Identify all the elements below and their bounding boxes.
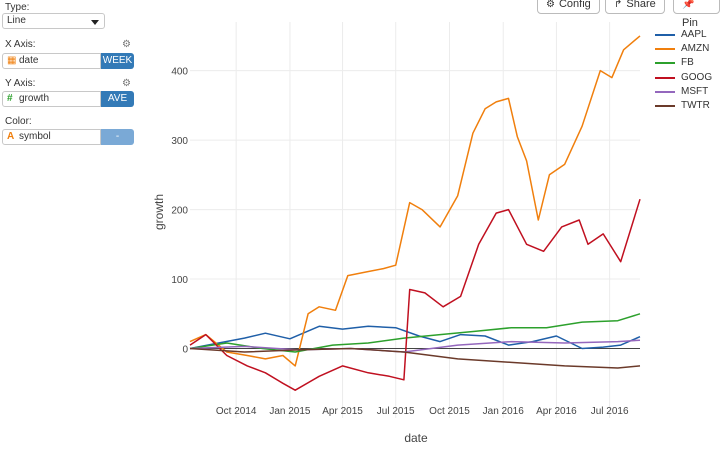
x-tick-label: Apr 2015 xyxy=(322,406,363,417)
config-label: Config xyxy=(558,0,591,10)
grid xyxy=(190,22,640,418)
x-tick-label: Apr 2016 xyxy=(536,406,577,417)
pin-label: Pin xyxy=(682,17,698,29)
series-line-fb xyxy=(189,313,641,353)
pin-icon: 📌 xyxy=(682,0,695,10)
legend-label: AMZN xyxy=(681,43,710,55)
series-line-msft xyxy=(189,339,641,353)
y-tick-label: 100 xyxy=(171,275,188,286)
legend-swatch xyxy=(655,90,675,93)
gear-icon[interactable]: ⚙ xyxy=(122,39,131,50)
config-button[interactable]: ⚙ Config xyxy=(537,0,600,14)
color-agg-button[interactable]: - xyxy=(101,129,134,145)
calendar-icon: ▦ xyxy=(7,55,17,66)
x-tick-label: Jan 2015 xyxy=(269,406,311,417)
text-type-icon: A xyxy=(7,131,15,142)
y-axis-title: growth xyxy=(152,194,166,230)
xaxis-field-value: date xyxy=(19,55,39,66)
color-field-value: symbol xyxy=(19,131,51,142)
y-tick-label: 200 xyxy=(171,206,188,217)
yaxis-field-value: growth xyxy=(19,93,50,104)
legend-label: GOOG xyxy=(681,71,713,83)
type-value: Line xyxy=(7,15,26,26)
series-line-amzn xyxy=(189,35,641,367)
series-line-goog xyxy=(189,198,641,391)
series-line-aapl xyxy=(189,325,641,350)
xaxis-agg-button[interactable]: WEEK xyxy=(101,53,134,69)
yaxis-agg-button[interactable]: AVE xyxy=(101,91,134,107)
series-line-twtr xyxy=(189,347,641,369)
legend-swatch xyxy=(655,34,675,36)
share-label: Share xyxy=(626,0,656,10)
x-axis-title: date xyxy=(404,431,428,445)
hash-icon: # xyxy=(7,93,13,104)
x-tick-label: Oct 2015 xyxy=(429,406,470,417)
share-button[interactable]: ↱ Share xyxy=(605,0,665,14)
gear-icon[interactable]: ⚙ xyxy=(122,78,131,89)
color-field[interactable]: A symbol xyxy=(2,129,101,145)
type-dropdown[interactable]: Line xyxy=(2,13,105,29)
x-tick-label: Oct 2014 xyxy=(216,406,257,417)
series-lines xyxy=(189,35,641,391)
x-tick-label: Jul 2016 xyxy=(591,406,629,417)
x-tick-label: Jul 2015 xyxy=(377,406,415,417)
legend-label: TWTR xyxy=(681,99,710,111)
legend-swatch xyxy=(655,76,675,79)
legend-label: FB xyxy=(681,57,694,69)
type-label: Type: xyxy=(5,2,30,13)
pin-button[interactable]: 📌 Pin xyxy=(673,0,720,29)
legend-swatch xyxy=(655,62,675,65)
axes: 0 100 200 300 400 Oct 2014 Jan 2015 Apr 2015 Jul… xyxy=(171,67,640,417)
color-label: Color: xyxy=(5,116,32,127)
legend-label: AAPL xyxy=(681,29,707,40)
y-tick-label: 400 xyxy=(171,67,188,78)
legend-swatch xyxy=(655,104,675,107)
y-tick-label: 300 xyxy=(171,136,188,147)
y-tick-label: 0 xyxy=(182,345,188,356)
yaxis-field[interactable]: # growth xyxy=(2,91,101,107)
xaxis-label: X Axis: xyxy=(5,39,36,50)
legend-swatch xyxy=(655,48,675,51)
chevron-down-icon xyxy=(91,20,99,25)
x-tick-label: Jan 2016 xyxy=(483,406,525,417)
share-arrow-icon: ↱ xyxy=(614,0,623,10)
gear-icon: ⚙ xyxy=(546,0,555,10)
legend-label: MSFT xyxy=(681,85,709,97)
xaxis-field[interactable]: ▦ date xyxy=(2,53,101,69)
yaxis-label: Y Axis: xyxy=(5,78,36,89)
